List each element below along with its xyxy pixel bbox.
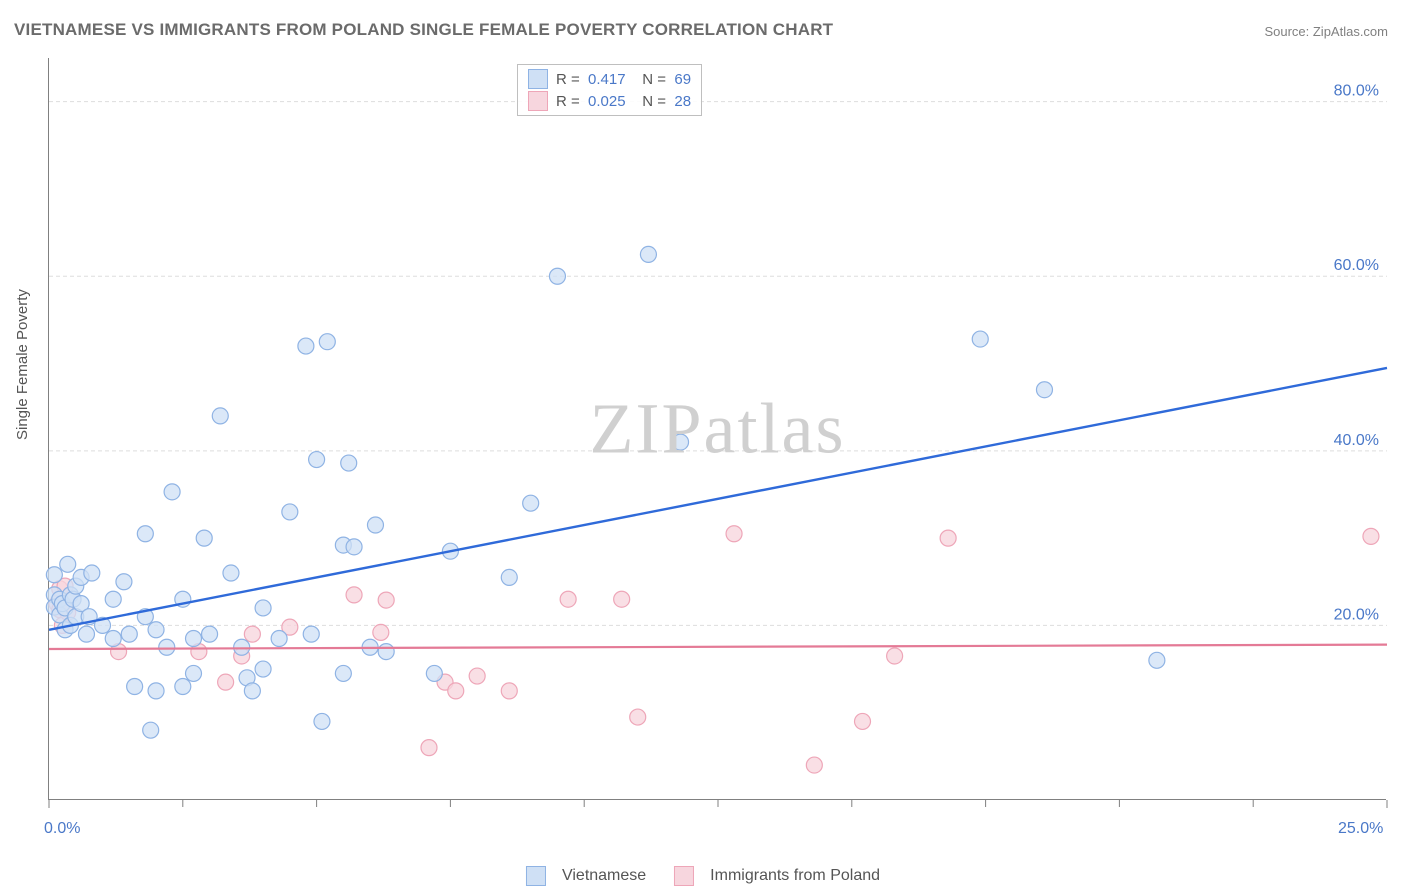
- chart-svg: 20.0% 40.0% 60.0% 80.0%: [49, 58, 1387, 800]
- svg-text:80.0%: 80.0%: [1334, 83, 1379, 100]
- source-link[interactable]: ZipAtlas.com: [1313, 24, 1388, 39]
- series-legend: Vietnamese Immigrants from Poland: [526, 866, 880, 886]
- stats-swatch: [528, 69, 548, 89]
- legend-item-vietnamese: Vietnamese: [526, 866, 646, 886]
- legend-label-2: Immigrants from Poland: [710, 867, 880, 885]
- svg-text:20.0%: 20.0%: [1334, 606, 1379, 623]
- x-tick-label-min: 0.0%: [44, 820, 80, 838]
- legend-item-poland: Immigrants from Poland: [674, 866, 880, 886]
- stats-row: R = 0.417 N = 69: [528, 68, 691, 90]
- plot-area: 20.0%40.0%60.0%80.0% ZIPatlas R = 0.417 …: [48, 58, 1386, 800]
- y-axis-label: Single Female Poverty: [14, 289, 31, 440]
- chart-title: VIETNAMESE VS IMMIGRANTS FROM POLAND SIN…: [14, 20, 833, 40]
- svg-text:60.0%: 60.0%: [1334, 257, 1379, 274]
- x-tick-label-max: 25.0%: [1338, 820, 1383, 838]
- svg-text:40.0%: 40.0%: [1334, 432, 1379, 449]
- source-label: Source: ZipAtlas.com: [1264, 24, 1388, 39]
- legend-swatch-1: [526, 866, 546, 886]
- legend-label-1: Vietnamese: [562, 867, 646, 885]
- stats-swatch: [528, 91, 548, 111]
- stats-row: R = 0.025 N = 28: [528, 90, 691, 112]
- stats-legend-box: R = 0.417 N = 69R = 0.025 N = 28: [517, 64, 702, 116]
- legend-swatch-2: [674, 866, 694, 886]
